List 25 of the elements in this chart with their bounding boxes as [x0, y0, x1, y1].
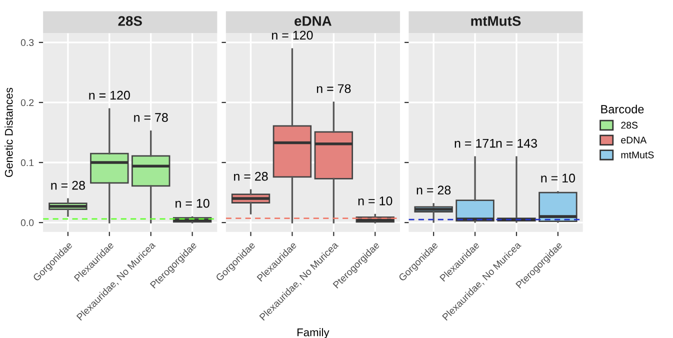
y-axis-title: Genetic Distances — [4, 88, 13, 178]
annotation: n = 120 — [89, 90, 130, 100]
annotation: n = 10 — [541, 174, 576, 183]
annotation: n = 78 — [316, 84, 351, 94]
legend-title: Barcode — [601, 104, 644, 114]
y-tick-label: 0.1 — [20, 159, 34, 166]
legend-label: 28S — [621, 122, 638, 129]
annotation: n = 143 — [496, 138, 537, 148]
legend-label: eDNA — [621, 136, 647, 144]
chart-title: eDNA — [294, 16, 332, 26]
annotation: n = 171 — [454, 138, 496, 148]
chart-title: 28S — [118, 16, 142, 26]
annotation: n = 10 — [176, 198, 210, 208]
y-tick-label: 0.0 — [20, 219, 34, 226]
annotation: n = 28 — [416, 186, 451, 195]
annotation: n = 78 — [134, 113, 168, 122]
legend-label: mtMutS — [621, 151, 654, 158]
annotation: n = 28 — [234, 172, 268, 181]
annotation: n = 28 — [51, 180, 85, 190]
y-tick-label: 0.2 — [20, 99, 34, 106]
y-tick-label: 0.3 — [20, 39, 34, 46]
annotation: n = 10 — [358, 196, 392, 206]
x-axis-title: Family — [298, 328, 330, 338]
chart-title: mtMutS — [471, 16, 521, 26]
annotation: n = 120 — [272, 30, 313, 40]
